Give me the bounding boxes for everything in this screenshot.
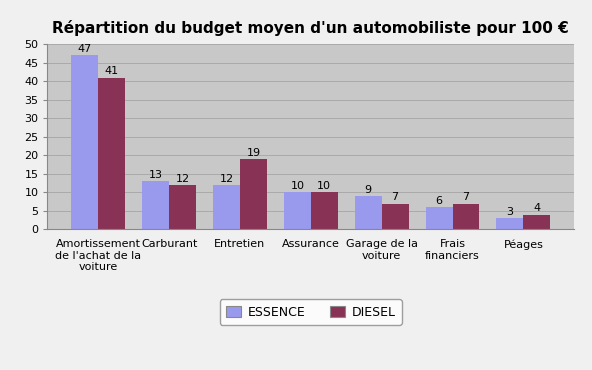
Bar — [98, 78, 125, 229]
Bar — [382, 204, 408, 229]
Text: 12: 12 — [175, 174, 189, 184]
Text: 10: 10 — [317, 181, 332, 191]
Bar — [311, 192, 337, 229]
Text: 9: 9 — [365, 185, 372, 195]
Bar — [426, 207, 452, 229]
Bar — [240, 159, 267, 229]
Text: 10: 10 — [290, 181, 304, 191]
Bar — [142, 181, 169, 229]
Text: 3: 3 — [506, 207, 513, 217]
Bar — [284, 192, 311, 229]
Text: 7: 7 — [391, 192, 398, 202]
Text: 47: 47 — [78, 44, 92, 54]
Bar — [497, 218, 523, 229]
Bar — [523, 215, 551, 229]
Bar — [169, 185, 196, 229]
Legend: ESSENCE, DIESEL: ESSENCE, DIESEL — [220, 299, 402, 325]
Text: 6: 6 — [436, 196, 443, 206]
Text: 41: 41 — [105, 66, 119, 76]
Text: 12: 12 — [220, 174, 234, 184]
Text: 7: 7 — [462, 192, 469, 202]
Bar — [213, 185, 240, 229]
Text: 4: 4 — [533, 203, 540, 213]
Text: 13: 13 — [149, 170, 163, 180]
Bar — [355, 196, 382, 229]
Title: Répartition du budget moyen d'un automobiliste pour 100 €: Répartition du budget moyen d'un automob… — [53, 20, 569, 36]
Bar — [452, 204, 480, 229]
Bar — [71, 56, 98, 229]
Text: 19: 19 — [246, 148, 260, 158]
